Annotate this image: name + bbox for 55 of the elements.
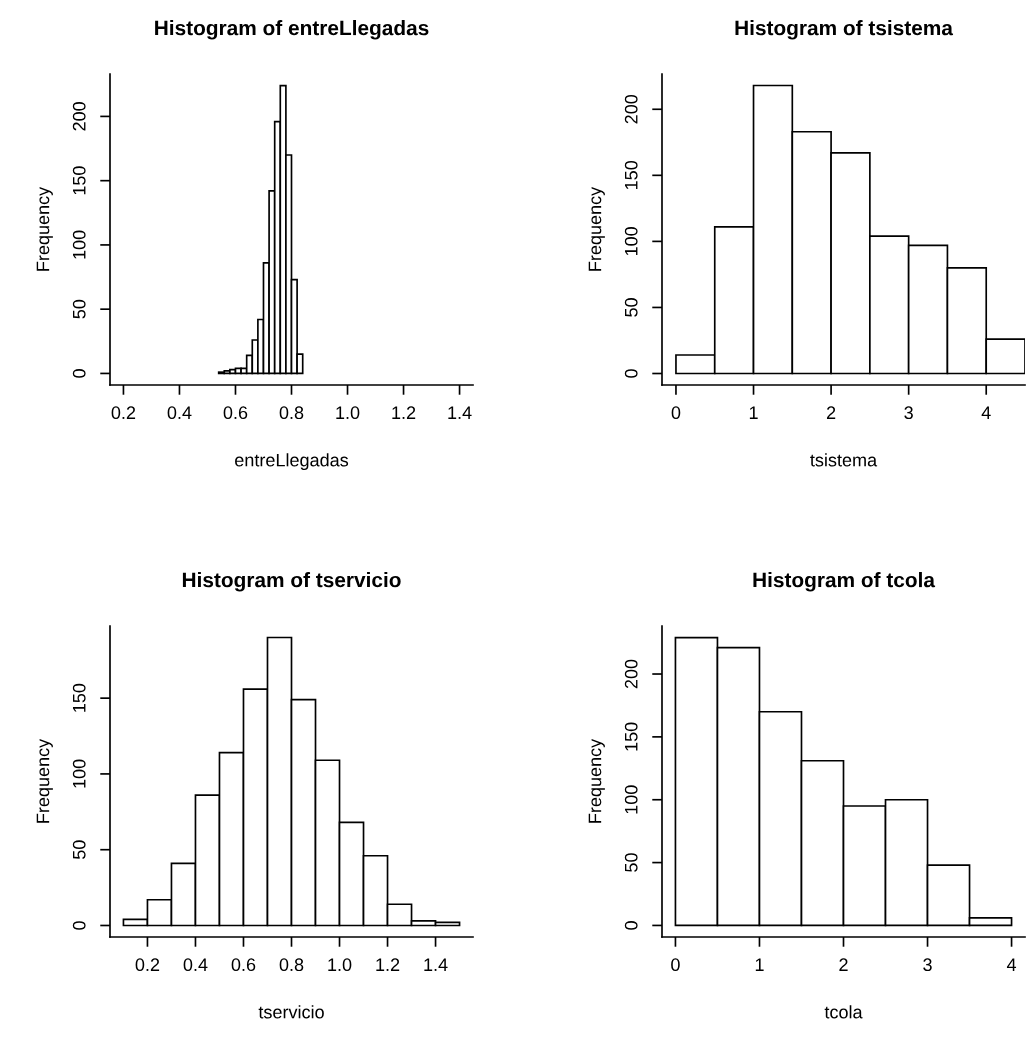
y-axis-title: Frequency xyxy=(588,738,605,823)
y-tick-label: 50 xyxy=(624,853,638,872)
x-tick-label: 0.4 xyxy=(167,406,192,420)
y-axis-title: Frequency xyxy=(588,186,605,271)
x-tick-label: 0.8 xyxy=(279,958,304,972)
y-tick-label: 200 xyxy=(624,659,638,689)
y-tick-label: 150 xyxy=(624,160,638,190)
y-tick-label: 100 xyxy=(624,785,638,814)
y-tick-label: 150 xyxy=(624,722,638,751)
x-tick-label: 0.2 xyxy=(135,958,160,972)
x-tick-label: 1.0 xyxy=(328,958,352,972)
x-tick-label: 0.8 xyxy=(279,406,304,420)
x-axis-title: tcola xyxy=(824,1005,863,1019)
x-tick-label: 0.2 xyxy=(111,406,136,420)
x-tick-label: 1.2 xyxy=(392,406,416,419)
y-tick-label: 100 xyxy=(624,227,638,256)
x-tick-label: 0.6 xyxy=(223,406,248,420)
y-tick-label: 100 xyxy=(72,759,86,788)
x-tick-label: 0 xyxy=(671,406,681,420)
y-tick-label: 50 xyxy=(72,299,86,319)
chart-title: Histogram of tservicio xyxy=(182,572,401,592)
y-tick-label: 200 xyxy=(72,102,86,131)
x-tick-label: 1.0 xyxy=(336,406,360,420)
x-tick-label: 1.4 xyxy=(424,958,448,971)
y-tick-label: 150 xyxy=(72,166,86,195)
chart-title: Histogram of entreLlegadas xyxy=(155,20,429,40)
chart-title: Histogram of tcola xyxy=(753,572,936,592)
x-tick-label: 0 xyxy=(671,958,680,972)
x-tick-label: 1.2 xyxy=(376,958,400,971)
x-tick-label: 3 xyxy=(923,958,932,972)
x-axis-title: tsistema xyxy=(810,453,878,467)
x-tick-label: 1.4 xyxy=(448,406,472,419)
x-tick-label: 4 xyxy=(1006,958,1017,971)
x-axis-title: tservicio xyxy=(258,1005,324,1019)
y-tick-label: 0 xyxy=(624,921,638,930)
x-tick-label: 1 xyxy=(749,406,758,419)
x-tick-label: 4 xyxy=(981,406,991,419)
y-tick-label: 0 xyxy=(72,921,86,930)
x-tick-label: 2 xyxy=(839,958,848,971)
x-tick-label: 0.6 xyxy=(231,958,256,972)
x-tick-label: 2 xyxy=(826,406,836,419)
x-tick-label: 3 xyxy=(904,406,913,420)
x-tick-label: 0.4 xyxy=(183,958,208,972)
x-tick-label: 1 xyxy=(755,958,764,971)
y-tick-label: 0 xyxy=(72,369,86,378)
y-tick-label: 0 xyxy=(624,369,638,378)
chart-title: Histogram of tsistema xyxy=(735,20,954,40)
y-tick-label: 50 xyxy=(72,840,86,860)
y-tick-label: 50 xyxy=(624,298,638,317)
x-axis-title: entreLlegadas xyxy=(235,453,349,471)
y-tick-label: 100 xyxy=(72,230,86,259)
y-axis-title: Frequency xyxy=(36,738,53,823)
y-tick-label: 200 xyxy=(624,94,638,124)
y-axis-title: Frequency xyxy=(36,186,53,271)
y-tick-label: 150 xyxy=(72,683,86,712)
